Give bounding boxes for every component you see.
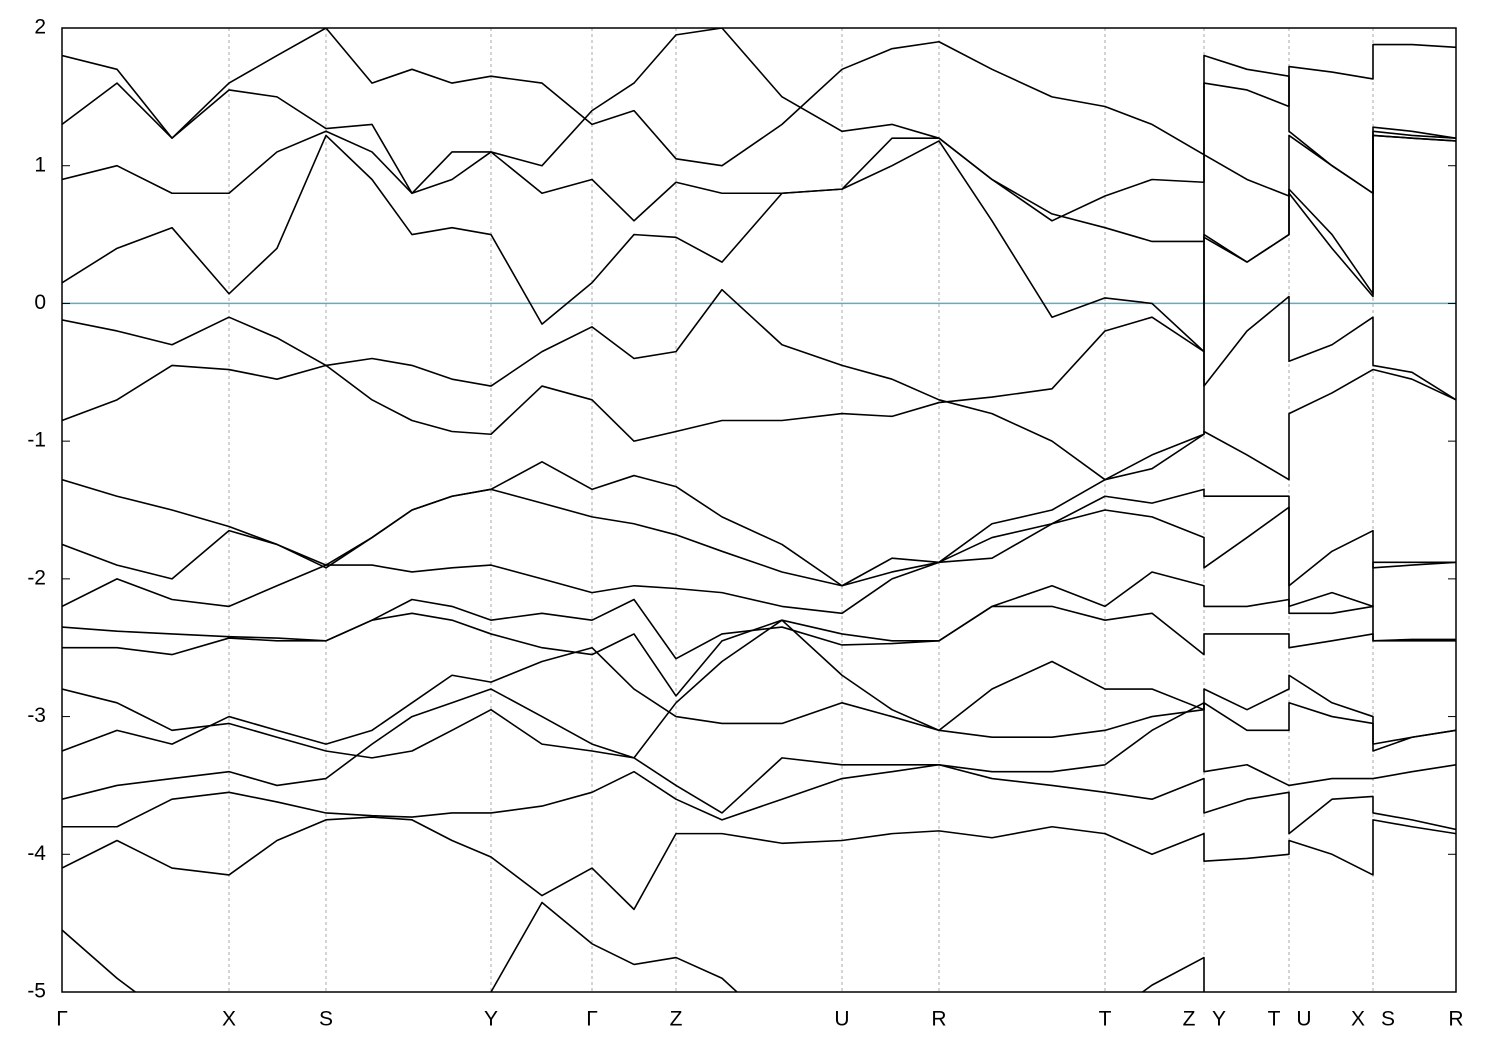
x-tick-label: S [1381, 1008, 1395, 1031]
x-tick-label: U [1296, 1008, 1311, 1031]
band [62, 619, 1456, 759]
band [62, 126, 1456, 353]
band [62, 646, 1456, 752]
y-tick-label: -2 [27, 566, 46, 589]
x-tick-label: Y [484, 1008, 498, 1031]
bands [62, 28, 1456, 992]
x-tick-label: S [319, 1008, 333, 1031]
x-tick-label: R [1448, 1008, 1463, 1031]
grid [61, 28, 1457, 992]
x-tick-label: Γ [586, 1008, 598, 1031]
y-tick-label: -5 [27, 980, 46, 1003]
x-tick-label: X [1351, 1008, 1365, 1031]
band [62, 295, 1456, 442]
x-tick-label: Z [1183, 1008, 1196, 1031]
band [62, 816, 1456, 911]
x-tick-label: T [1268, 1008, 1281, 1031]
y-tick-label: -3 [27, 704, 46, 727]
x-tick-label: X [222, 1008, 236, 1031]
band [62, 605, 1456, 697]
x-tick-label: U [834, 1008, 849, 1031]
band [62, 368, 1456, 587]
band [62, 763, 1456, 835]
band [62, 571, 1456, 660]
x-tick-label: Γ [56, 1008, 68, 1031]
x-tick-label: Z [670, 1008, 683, 1031]
band [62, 134, 1456, 481]
x-tick-label: R [931, 1008, 946, 1031]
y-tick-label: -1 [27, 429, 46, 452]
plot-frame [61, 27, 1457, 993]
y-tick-label: 0 [34, 291, 46, 314]
band [62, 130, 1456, 295]
band [62, 506, 1456, 615]
y-tick-label: 2 [34, 16, 46, 39]
band [62, 901, 1205, 992]
x-tick-label: T [1099, 1008, 1112, 1031]
y-tick-label: -4 [27, 842, 46, 865]
x-tick-label: Y [1212, 1008, 1226, 1031]
band [62, 28, 1456, 167]
band [62, 28, 1456, 243]
y-tick-label: 1 [34, 153, 46, 176]
band [62, 688, 1456, 814]
